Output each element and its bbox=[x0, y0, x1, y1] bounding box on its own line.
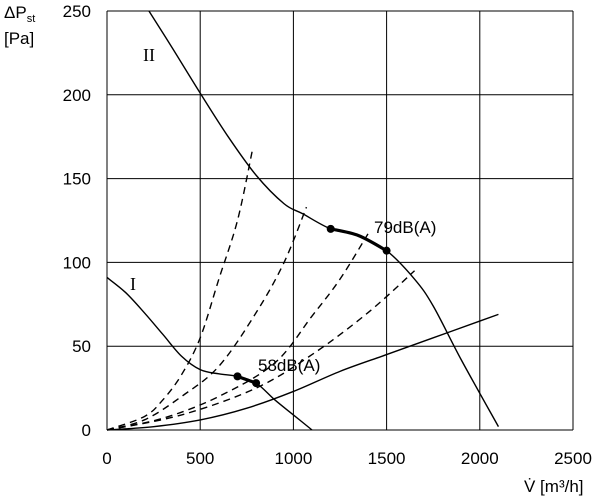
y-tick-label-0: 0 bbox=[82, 421, 91, 440]
series-group bbox=[106, 10, 500, 431]
dashed-line-4 bbox=[106, 206, 308, 431]
x-tick-label-500: 500 bbox=[186, 449, 214, 468]
labels: ΔPst [Pa] V̇ [m³/h] II I 79dB(A) 58dB(A) bbox=[4, 3, 584, 496]
x-axis-label: V̇ [m³/h] bbox=[524, 477, 584, 496]
y-axis-label: ΔPst bbox=[4, 3, 35, 25]
dashed-line-3 bbox=[106, 149, 254, 431]
series-line-II bbox=[148, 10, 500, 427]
grid: 0 500 1000 1500 2000 2500 0 50 100 150 200 250 bbox=[63, 2, 592, 468]
y-tick-label-50: 50 bbox=[72, 337, 91, 356]
y-tick-label-250: 250 bbox=[63, 2, 91, 21]
system-curve-line bbox=[106, 313, 499, 431]
y-tick-label-100: 100 bbox=[63, 253, 91, 272]
x-tick-label-2000: 2000 bbox=[461, 449, 499, 468]
dashed-line-6 bbox=[106, 270, 416, 431]
operating-point-0-0 bbox=[326, 224, 335, 233]
y-axis-label-symbol: ΔP bbox=[4, 3, 27, 22]
series-line-I bbox=[106, 276, 313, 431]
operating-point-1-0 bbox=[233, 372, 242, 381]
x-tick-label-1500: 1500 bbox=[368, 449, 406, 468]
operating-points bbox=[233, 224, 391, 388]
dashed-line-5 bbox=[106, 233, 369, 431]
x-tick-label-0: 0 bbox=[102, 449, 111, 468]
y-tick-label-200: 200 bbox=[63, 86, 91, 105]
curve-label-I: I bbox=[130, 274, 136, 294]
operating-range-0 bbox=[330, 227, 388, 253]
annotation-79dba: 79dB(A) bbox=[374, 218, 436, 237]
curve-label-II: II bbox=[143, 45, 155, 65]
y-axis-label-subscript: st bbox=[27, 13, 36, 25]
y-axis-unit: [Pa] bbox=[4, 29, 34, 48]
operating-point-0-1 bbox=[382, 246, 391, 255]
x-tick-label-1000: 1000 bbox=[274, 449, 312, 468]
operating-point-1-1 bbox=[252, 379, 261, 388]
y-tick-label-150: 150 bbox=[63, 170, 91, 189]
x-tick-label-2500: 2500 bbox=[554, 449, 592, 468]
annotation-58dba: 58dB(A) bbox=[258, 356, 320, 375]
